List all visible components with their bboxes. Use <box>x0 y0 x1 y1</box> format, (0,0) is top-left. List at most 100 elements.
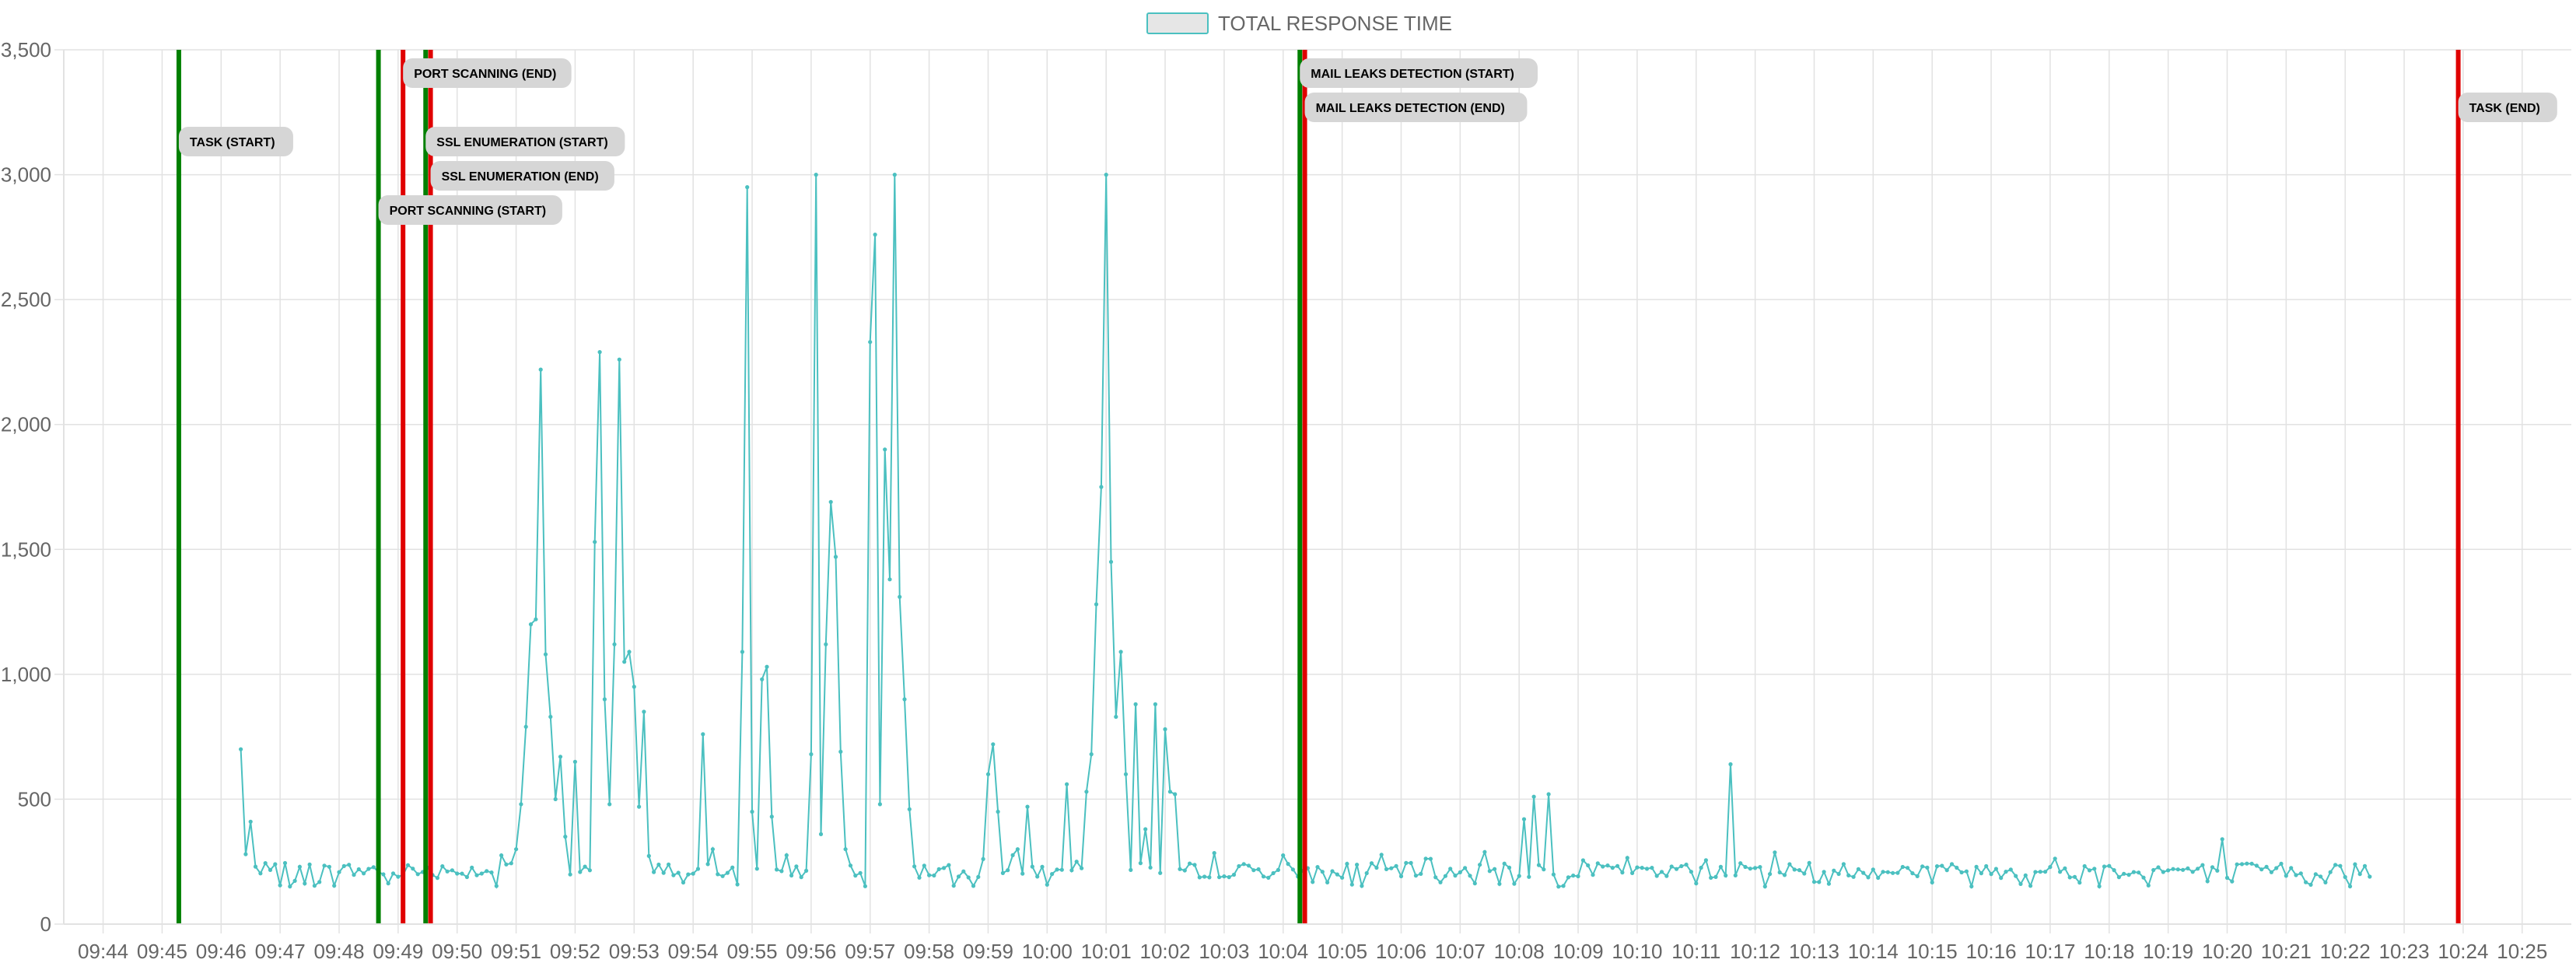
data-point <box>898 594 902 599</box>
data-point <box>2107 863 2112 868</box>
data-point <box>1876 875 1881 881</box>
data-point <box>2323 880 2328 884</box>
data-point <box>519 802 523 807</box>
grid-lines <box>64 49 2571 925</box>
marker-label-bg <box>1304 93 1528 122</box>
data-point <box>868 340 873 345</box>
data-point <box>1335 872 1339 877</box>
data-point <box>2338 863 2343 868</box>
data-point <box>2063 866 2067 870</box>
x-tick-label: 10:02 <box>1139 940 1190 963</box>
data-point <box>2254 863 2259 868</box>
data-point <box>1389 866 1394 870</box>
data-point <box>366 867 371 871</box>
data-point <box>1374 865 1379 870</box>
data-point <box>1428 856 1433 861</box>
data-point <box>1566 875 1570 880</box>
data-point <box>725 870 730 875</box>
data-point <box>1724 873 1728 878</box>
data-point <box>485 869 489 874</box>
data-point <box>833 555 838 559</box>
data-point <box>2175 867 2180 872</box>
data-point <box>558 755 563 759</box>
data-point <box>470 865 474 870</box>
data-point <box>1188 861 1192 866</box>
data-point <box>740 650 745 654</box>
y-tick-label: 500 <box>18 787 51 811</box>
data-point <box>1419 871 1423 876</box>
data-point <box>1949 862 1955 867</box>
data-point <box>587 868 593 873</box>
x-tick-label: 10:19 <box>2143 940 2193 963</box>
legend[interactable]: TOTAL RESPONSE TIME <box>1146 12 1452 35</box>
data-point <box>637 804 642 809</box>
data-point <box>1315 865 1320 870</box>
data-point <box>523 724 528 729</box>
y-tick-label: 2,000 <box>1 413 51 436</box>
data-point <box>1674 867 1679 871</box>
data-point <box>602 697 607 702</box>
x-tick-label: 09:48 <box>313 940 364 963</box>
data-point <box>1463 866 1468 870</box>
data-point <box>1108 559 1114 564</box>
data-point <box>1340 875 1345 880</box>
data-point <box>858 870 863 875</box>
data-point <box>455 871 460 876</box>
data-point <box>440 864 445 869</box>
data-point <box>1251 868 1256 873</box>
data-point <box>1861 870 1866 875</box>
data-point <box>1910 871 1915 876</box>
data-point <box>1556 884 1561 889</box>
data-point <box>1891 870 1895 875</box>
data-point <box>332 884 337 888</box>
data-point <box>794 864 799 869</box>
data-point <box>1355 863 1360 867</box>
x-tick-label: 10:20 <box>2202 940 2252 963</box>
data-point <box>1020 871 1025 876</box>
data-point <box>1114 714 1118 720</box>
data-point <box>1311 880 1315 884</box>
data-point <box>1699 865 1703 870</box>
data-point <box>396 874 401 879</box>
data-point <box>1104 173 1108 177</box>
data-point <box>1035 874 1040 879</box>
data-point <box>1694 881 1699 886</box>
data-point <box>337 870 341 874</box>
data-point <box>863 884 867 888</box>
data-point <box>1989 872 1993 877</box>
data-point <box>1256 867 1261 872</box>
data-point <box>1610 866 1615 870</box>
data-point <box>2048 865 2053 870</box>
data-point <box>1010 853 1015 857</box>
x-tick-label: 10:23 <box>2379 940 2430 963</box>
data-point <box>1069 868 1074 873</box>
data-point <box>760 677 765 681</box>
data-point <box>1576 874 1580 879</box>
data-point <box>2313 872 2318 877</box>
data-point <box>1281 853 1286 858</box>
data-point <box>2343 874 2347 880</box>
data-point <box>278 883 282 888</box>
data-point <box>1040 864 1045 869</box>
data-point <box>1999 876 2004 881</box>
data-point <box>371 865 376 870</box>
data-point <box>528 622 534 627</box>
marker-label-bg <box>2458 93 2557 122</box>
marker-label-bg <box>1300 58 1538 88</box>
data-point <box>2126 873 2131 877</box>
data-point <box>347 863 352 867</box>
data-point <box>1409 860 1413 865</box>
data-point <box>1212 851 1216 856</box>
x-tick-label: 09:58 <box>904 940 954 963</box>
axes: 0 500 1,000 1,500 2,000 2,500 3,000 3,500 09:44 0… <box>1 38 2571 963</box>
data-point <box>883 447 887 452</box>
data-point <box>1178 867 1182 871</box>
data-point <box>1906 866 1910 870</box>
data-point <box>1743 864 1748 870</box>
data-point <box>253 864 258 869</box>
data-point <box>499 853 504 858</box>
data-point <box>2357 872 2362 877</box>
data-point <box>1546 792 1551 797</box>
data-point <box>1153 702 1157 707</box>
